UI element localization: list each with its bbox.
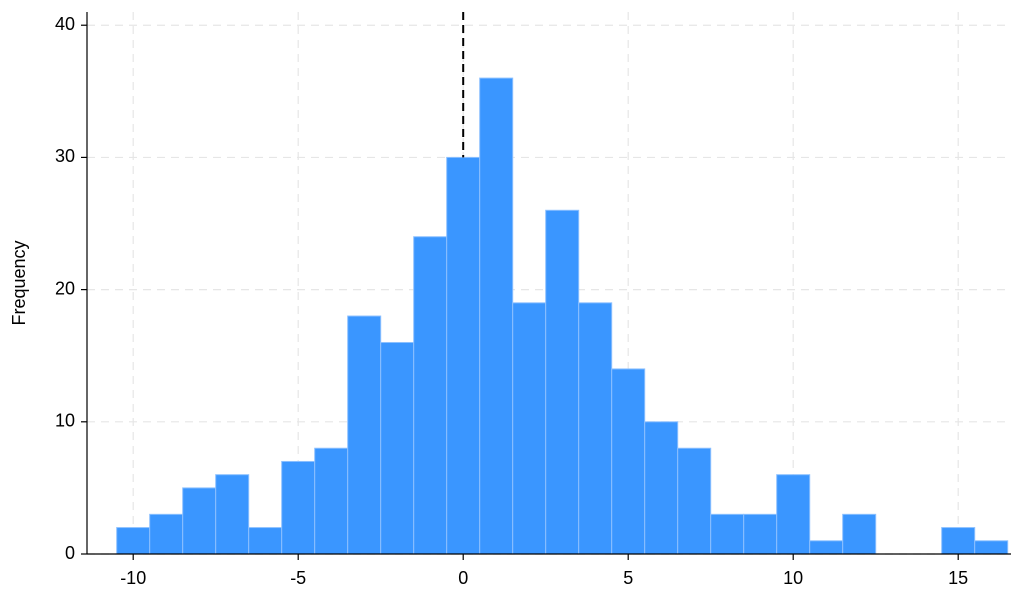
bar (215, 474, 250, 555)
bar (545, 209, 580, 555)
bar (380, 341, 415, 555)
x-tick-label: 0 (458, 568, 468, 588)
x-tick-label: 15 (948, 568, 968, 588)
bar (677, 447, 712, 555)
bar (347, 315, 382, 555)
bar (116, 527, 151, 555)
bar (941, 527, 976, 555)
x-tick-label: 10 (783, 568, 803, 588)
bar (182, 487, 217, 555)
bar (413, 236, 448, 555)
bar (479, 77, 514, 555)
bar (842, 513, 877, 555)
y-tick-label: 20 (55, 278, 75, 298)
bar (974, 540, 1009, 555)
bar (710, 513, 745, 555)
bar (149, 513, 184, 555)
bar (512, 302, 547, 555)
x-tick-label: 5 (623, 568, 633, 588)
bar (446, 156, 481, 555)
bar (578, 302, 613, 555)
bar (314, 447, 349, 555)
y-tick-label: 10 (55, 411, 75, 431)
x-tick-label: -10 (120, 568, 146, 588)
y-axis-label: Frequency (9, 240, 29, 325)
bar (644, 421, 679, 555)
bar (809, 540, 844, 555)
y-tick-label: 0 (65, 543, 75, 563)
y-tick-label: 40 (55, 14, 75, 34)
bar (611, 368, 646, 555)
y-tick-label: 30 (55, 146, 75, 166)
x-tick-label: -5 (290, 568, 306, 588)
bar (743, 513, 778, 555)
bar (248, 527, 283, 555)
bar (776, 474, 811, 555)
bar (281, 460, 316, 555)
